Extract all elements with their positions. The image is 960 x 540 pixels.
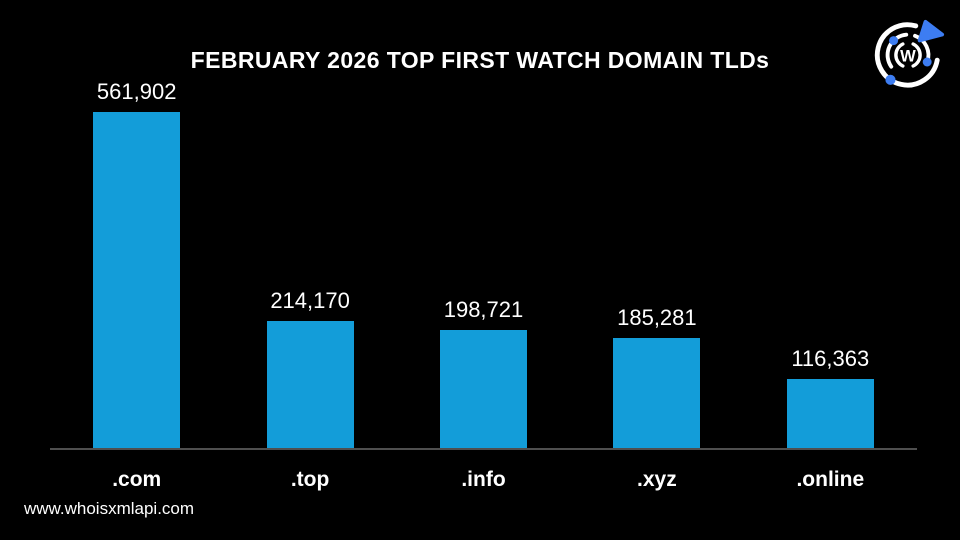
bar-value-label: 185,281 [617, 305, 697, 330]
bar-column: 561,902 [50, 79, 223, 449]
whoisxmlapi-logo-icon: W [874, 19, 945, 88]
x-axis-label-top: .top [290, 468, 330, 491]
bar-value-label: 198,721 [443, 297, 524, 322]
watermark-url: www.whoisxmlapi.com [24, 499, 195, 518]
bar-chart-plot-area: 561,902 214,170 198,721 185,281 116,363 [50, 79, 917, 449]
x-axis-labels: .com .top .info .xyz .online [0, 460, 960, 500]
x-axis-label-com: .com [112, 468, 162, 491]
whoisxmlapi-logo: W [871, 18, 945, 92]
bar-top [266, 321, 354, 449]
bar-value-label: 561,902 [96, 79, 177, 104]
chart-title: FEBRUARY 2026 TOP FIRST WATCH DOMAIN TLD… [190, 47, 770, 73]
bar-value-label: 116,363 [791, 346, 870, 371]
bar-value-label: 214,170 [270, 288, 350, 313]
x-axis-label-xyz: .xyz [637, 468, 677, 491]
logo-dot-right [922, 57, 932, 67]
logo-dot-bottom-left [885, 74, 896, 85]
bar-online [786, 379, 874, 449]
bar-xyz [613, 338, 701, 449]
x-axis-line [50, 448, 917, 450]
bar-column: 214,170 [223, 288, 396, 449]
x-axis-label-info: .info [461, 468, 506, 491]
logo-pointer-icon [917, 19, 945, 43]
x-axis-label-online: .online [796, 468, 865, 491]
bar-column: 185,281 [570, 305, 743, 449]
logo-dot-top-left [889, 36, 899, 46]
bar-com [93, 112, 181, 449]
logo-letter: W [900, 46, 916, 65]
bar-column: 198,721 [397, 297, 570, 449]
bar-info [439, 330, 527, 449]
bar-column: 116,363 [744, 346, 917, 449]
